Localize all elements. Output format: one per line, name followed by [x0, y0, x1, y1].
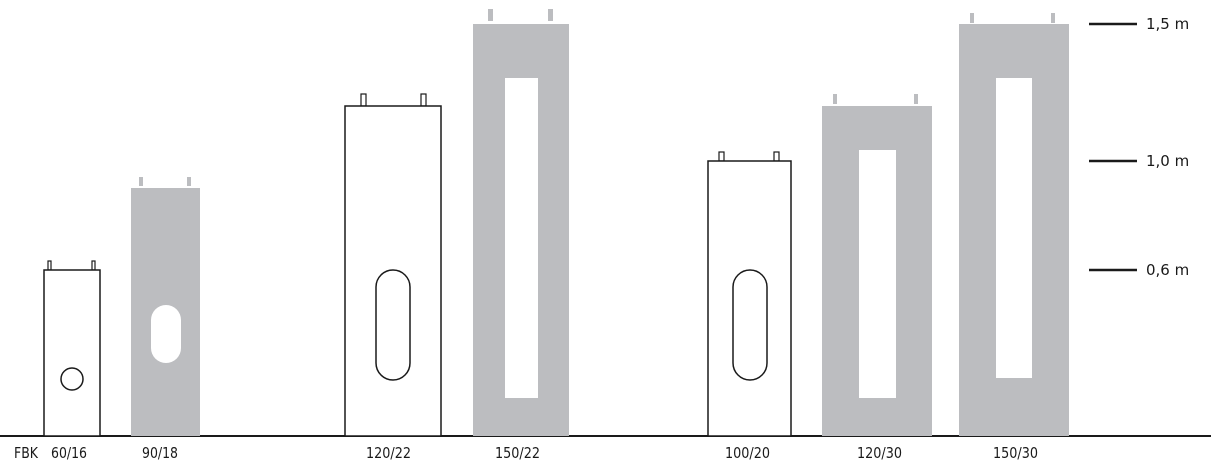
- scale-label-0-6m: 0,6 m: [1146, 261, 1189, 279]
- unit-150-30-lug-right: [1051, 13, 1055, 23]
- unit-120-22-lug-right: [420, 93, 427, 107]
- unit-120-30-lug-left: [833, 94, 837, 104]
- unit-100-20-lug-right: [773, 151, 780, 162]
- unit-120-22-lug-left: [360, 93, 367, 107]
- unit-100-20: [707, 151, 792, 437]
- size-labels: FBK 60/16 90/18 120/22 150/22 100/20 120…: [14, 444, 1038, 462]
- scale-markers: 1,5 m 1,0 m 0,6 m: [1089, 15, 1189, 279]
- unit-label-100-20: 100/20: [725, 444, 770, 462]
- unit-120-30: [822, 94, 932, 436]
- series-label: FBK: [14, 444, 39, 462]
- unit-60-16-body: [43, 269, 101, 437]
- unit-90-18-lug-left: [139, 177, 143, 186]
- scale-label-1-0m: 1,0 m: [1146, 152, 1189, 170]
- unit-120-30-opening: [859, 150, 896, 398]
- unit-90-18-opening: [151, 305, 181, 363]
- unit-label-90-18: 90/18: [142, 444, 178, 462]
- unit-90-18: [131, 177, 200, 436]
- unit-60-16-lug-right: [91, 260, 96, 271]
- unit-150-22-opening: [505, 78, 538, 398]
- unit-150-30-opening: [996, 78, 1032, 378]
- unit-90-18-lug-right: [187, 177, 191, 186]
- unit-60-16-lug-left: [47, 260, 52, 271]
- unit-150-30: [959, 13, 1069, 436]
- unit-60-16: [43, 260, 101, 437]
- unit-label-150-22: 150/22: [495, 444, 540, 462]
- unit-label-120-30: 120/30: [857, 444, 902, 462]
- unit-150-30-lug-left: [970, 13, 974, 23]
- unit-150-22-lug-left: [488, 9, 493, 21]
- unit-60-16-opening: [60, 367, 84, 391]
- unit-120-22: [344, 93, 442, 437]
- unit-label-120-22: 120/22: [366, 444, 411, 462]
- unit-label-60-16: 60/16: [51, 444, 87, 462]
- unit-150-22: [473, 9, 569, 436]
- unit-100-20-opening: [732, 269, 768, 381]
- unit-100-20-lug-left: [718, 151, 725, 162]
- scale-label-1-5m: 1,5 m: [1146, 15, 1189, 33]
- unit-label-150-30: 150/30: [993, 444, 1038, 462]
- unit-120-30-lug-right: [914, 94, 918, 104]
- unit-120-22-opening: [375, 269, 411, 381]
- unit-150-22-lug-right: [548, 9, 553, 21]
